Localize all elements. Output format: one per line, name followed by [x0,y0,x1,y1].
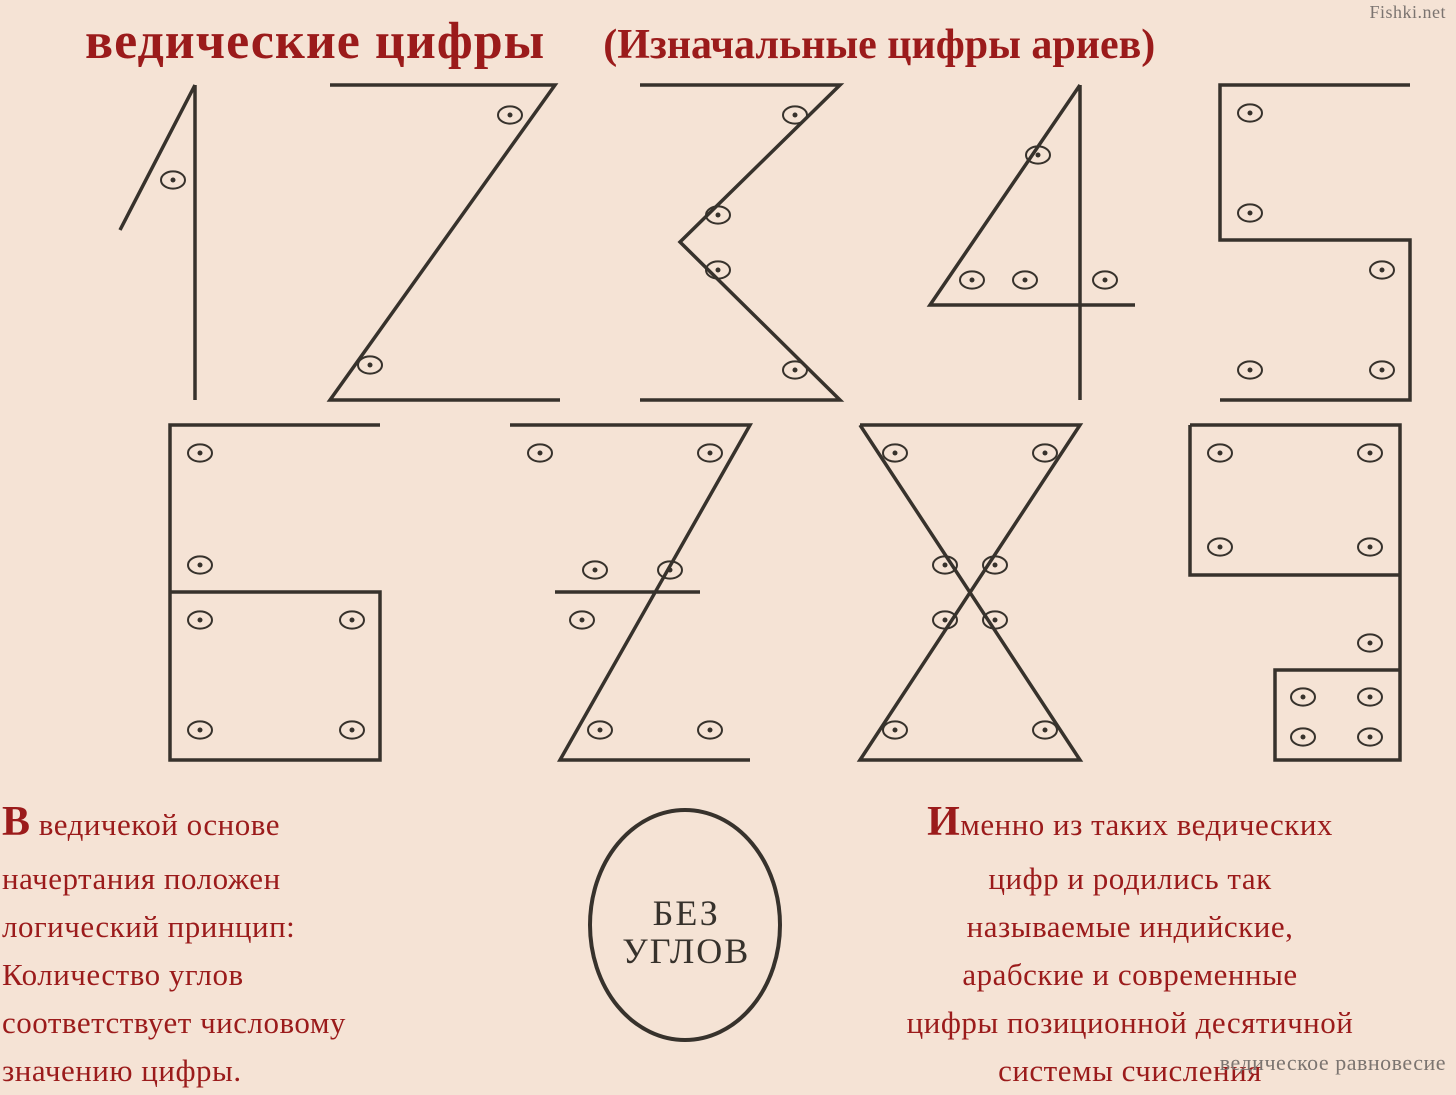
zero-line2: УГЛОВ [622,931,750,971]
zero-label: БЕЗУГЛОВ [615,895,758,971]
zero-line1: БЕЗ [653,893,720,933]
watermark-bottom: ведическое равновесие [1220,1050,1446,1076]
left-paragraph: В ведичекой основеначертания положенлоги… [2,790,562,1095]
watermark-top: Fishki.net [1369,2,1446,23]
